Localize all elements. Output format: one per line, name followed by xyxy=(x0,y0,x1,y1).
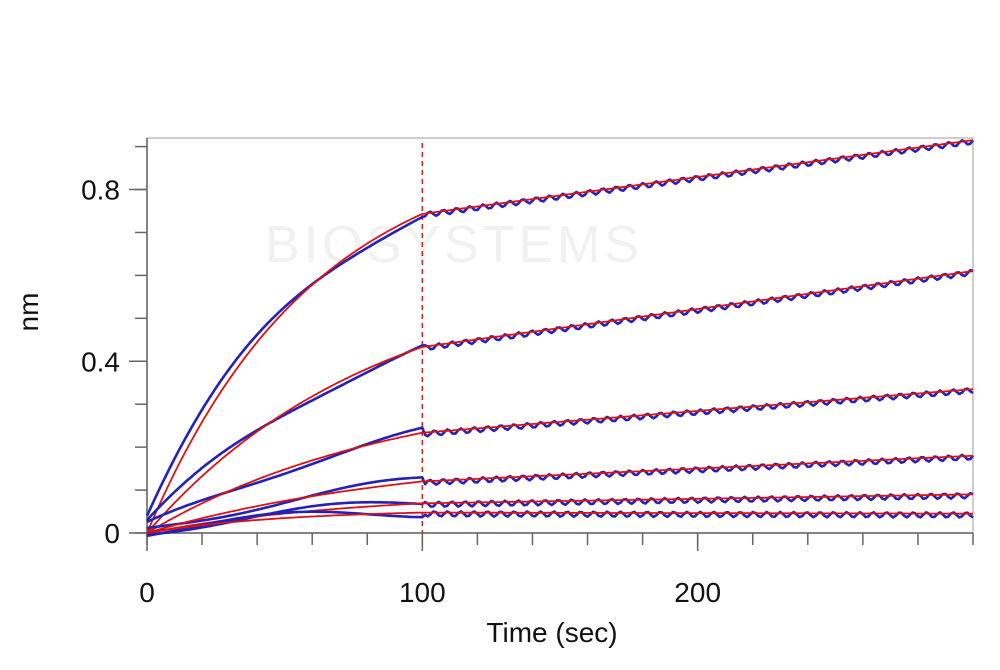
raw-response-curve xyxy=(146,510,974,538)
x-tick-label: 100 xyxy=(399,577,446,608)
watermark: BIOSYSTEMS xyxy=(265,216,643,274)
y-axis-title: nm xyxy=(13,293,44,332)
raw-response-curve xyxy=(146,269,974,521)
fit-curve xyxy=(146,270,974,534)
y-tick-label: 0 xyxy=(104,518,120,549)
watermark-text: BIOSYSTEMS xyxy=(265,216,643,274)
x-axis-title: Time (sec) xyxy=(486,617,617,648)
fit-curve xyxy=(146,388,974,534)
y-tick-label: 0.4 xyxy=(81,346,120,377)
x-tick-label: 0 xyxy=(139,577,155,608)
series-layer xyxy=(145,139,975,538)
fit-curve xyxy=(146,139,974,534)
x-tick-label: 200 xyxy=(674,577,721,608)
fit-curve xyxy=(146,511,973,534)
fit-curve xyxy=(146,454,974,534)
axes: 0 0.4 0.8 0 100 200 xyxy=(81,138,974,608)
y-tick-label: 0.8 xyxy=(81,175,120,206)
